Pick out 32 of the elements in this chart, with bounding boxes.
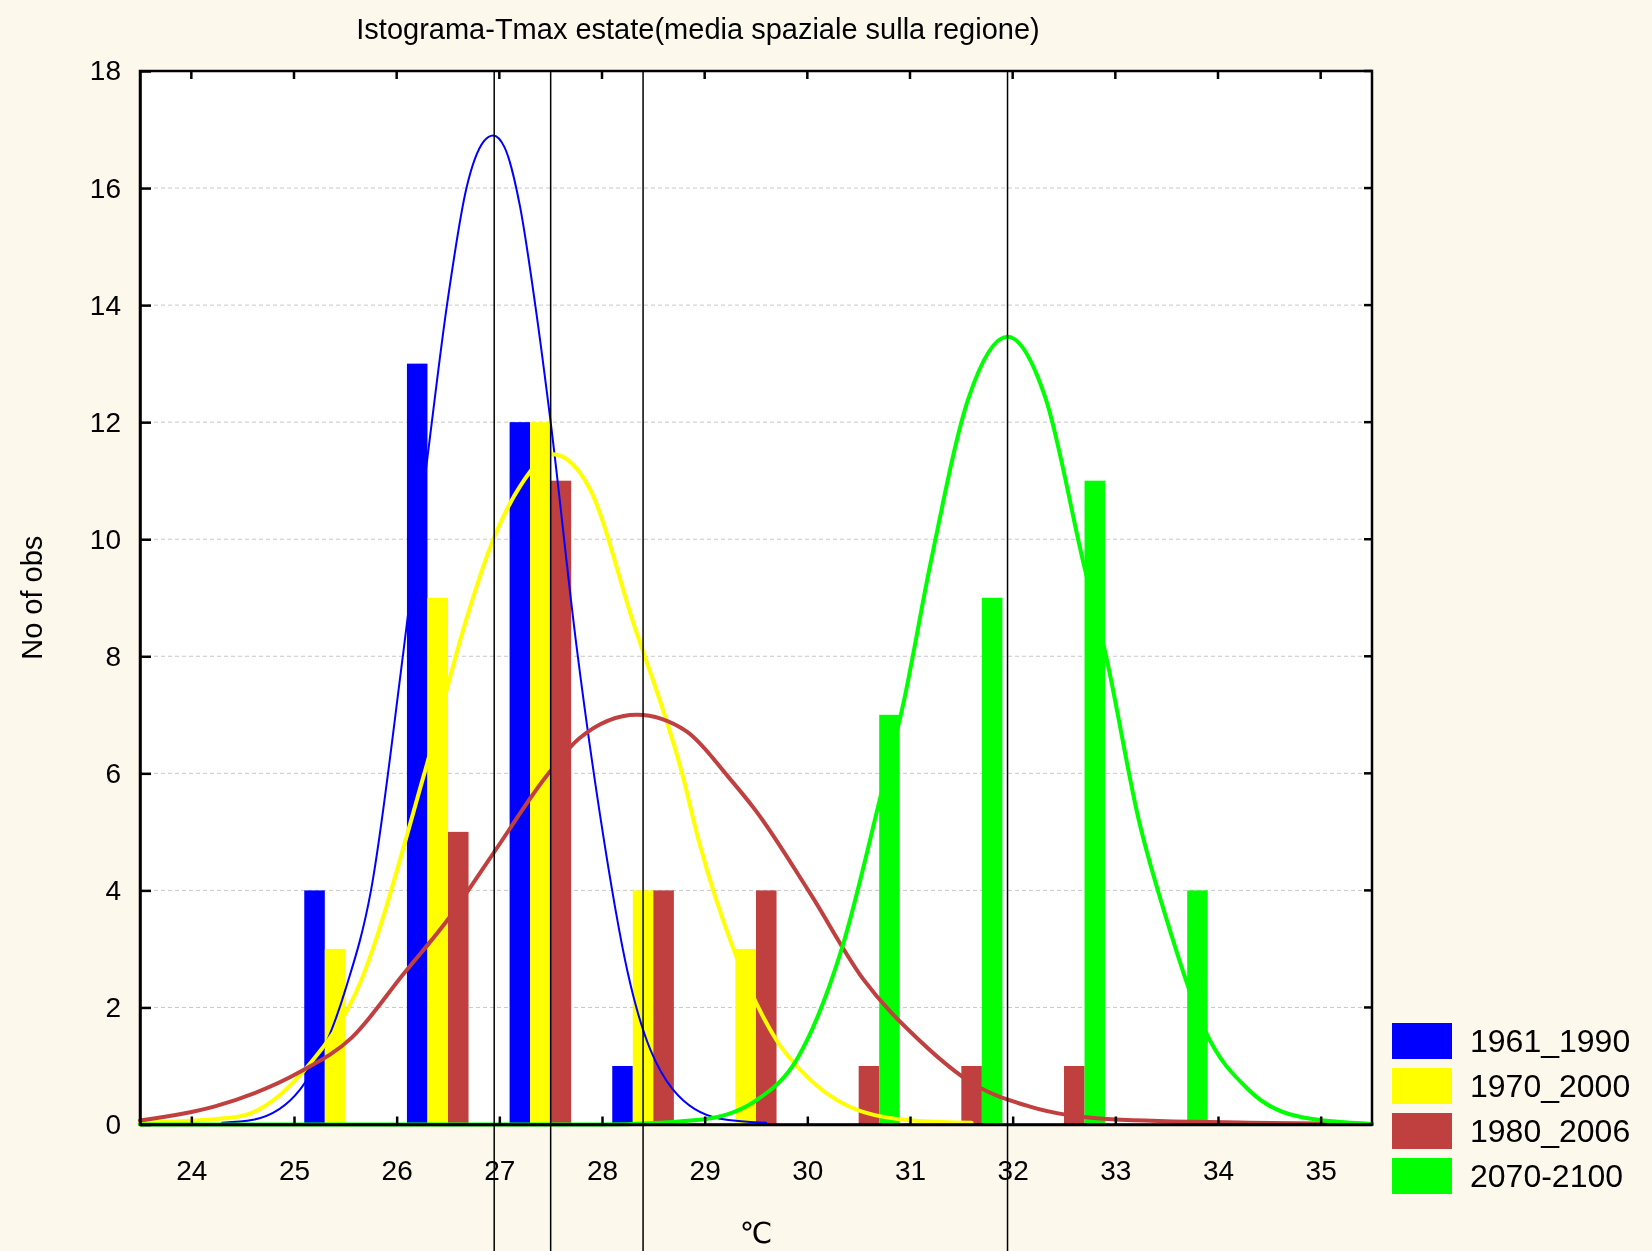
bar xyxy=(612,1065,633,1125)
y-tick-label: 12 xyxy=(89,406,121,438)
x-tick-label: 29 xyxy=(689,1155,721,1187)
x-tick-label: 24 xyxy=(176,1155,208,1187)
x-tick-label: 25 xyxy=(278,1155,311,1187)
legend-label: 1961_1990 xyxy=(1470,1023,1631,1059)
x-tick-label: 26 xyxy=(381,1155,413,1187)
x-axis-title: ℃ xyxy=(739,1217,773,1249)
x-tick-label: 33 xyxy=(1100,1155,1132,1187)
y-axis-title: No of obs xyxy=(16,535,48,660)
y-tick-label: 18 xyxy=(89,55,121,87)
y-tick-label: 16 xyxy=(89,172,121,204)
x-tick-label: 31 xyxy=(894,1155,927,1187)
legend-label: 1980_2006 xyxy=(1470,1113,1631,1149)
bar xyxy=(756,890,777,1125)
x-tick-label: 35 xyxy=(1305,1155,1337,1187)
legend-label: 2070-2100 xyxy=(1470,1158,1624,1194)
y-tick-label: 0 xyxy=(105,1108,121,1140)
x-tick-label: 30 xyxy=(792,1155,824,1187)
bar xyxy=(981,597,1003,1125)
y-tick-label: 10 xyxy=(89,523,121,555)
y-tick-label: 6 xyxy=(105,757,121,789)
x-tick-label: 34 xyxy=(1202,1155,1235,1187)
bar xyxy=(509,422,531,1125)
x-tick-label: 28 xyxy=(586,1155,619,1187)
y-tick-label: 14 xyxy=(89,289,121,321)
y-tick-label: 2 xyxy=(105,991,121,1023)
legend-label: 1970_2000 xyxy=(1470,1068,1631,1104)
chart-title: Istograma-Tmax estate(media spaziale sulla regione) xyxy=(356,13,1040,45)
y-tick-label: 4 xyxy=(105,874,121,906)
y-tick-label: 8 xyxy=(105,640,121,672)
line-series xyxy=(221,134,768,1124)
